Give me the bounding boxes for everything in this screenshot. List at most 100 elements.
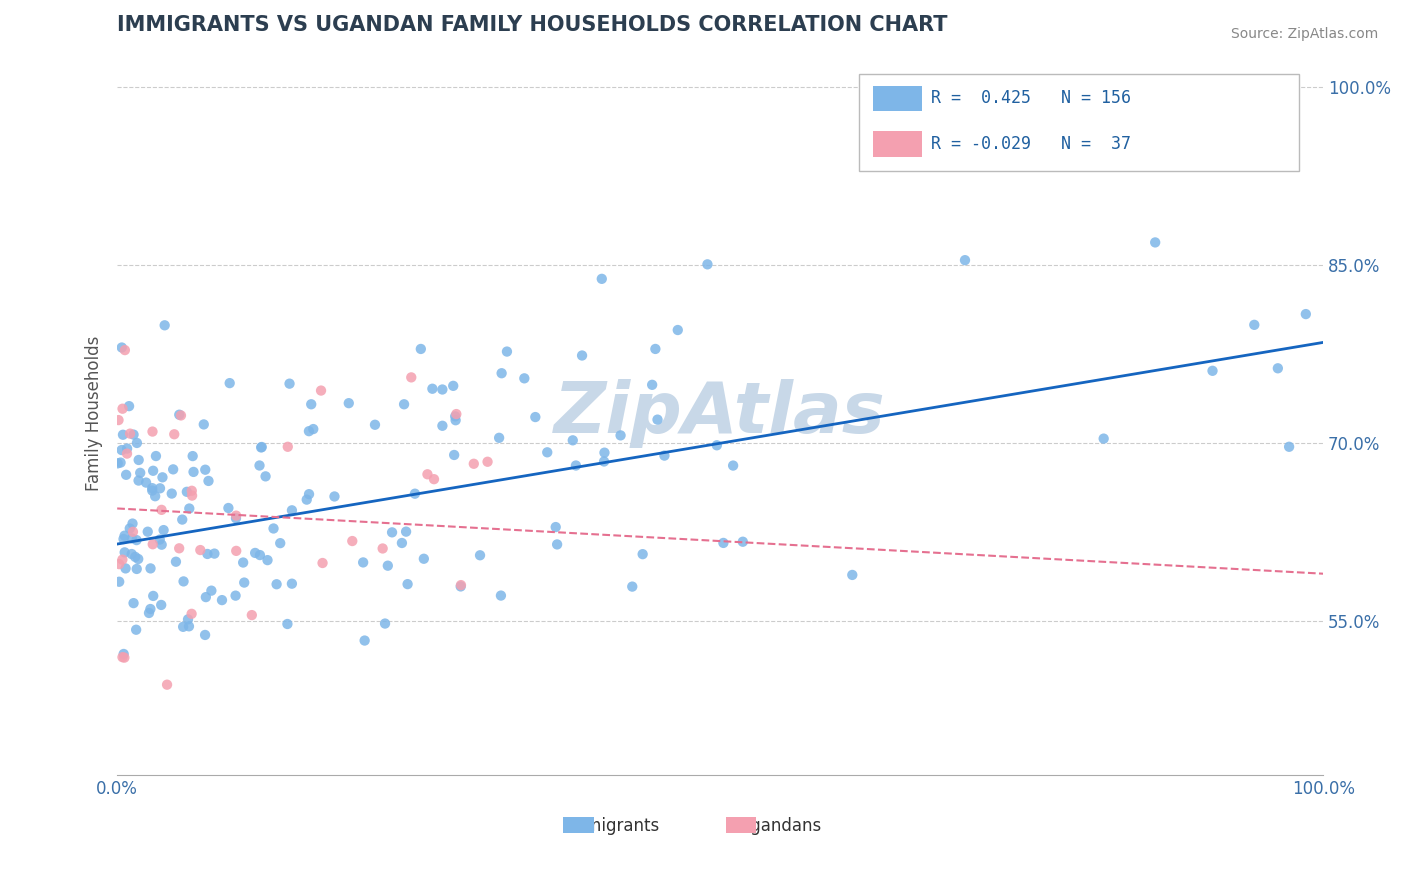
Point (169, 408, 191, 422)
Point (496, 344, 519, 359)
Point (125, 623, 148, 637)
Point (211, 593, 233, 607)
Point (111, 552, 134, 566)
Point (1295, 307, 1317, 321)
Point (243, 546, 266, 560)
Point (127, 552, 149, 566)
Point (142, 464, 165, 478)
Point (666, 323, 689, 337)
Point (156, 678, 179, 692)
Point (250, 441, 273, 455)
Point (149, 481, 172, 495)
Point (122, 524, 145, 539)
Point (135, 475, 157, 490)
Point (1144, 235, 1167, 250)
Point (181, 489, 204, 503)
Point (450, 579, 472, 593)
Point (269, 536, 291, 550)
Point (295, 492, 318, 507)
Point (392, 397, 415, 411)
Point (544, 520, 567, 534)
Point (444, 409, 467, 424)
Point (183, 465, 205, 479)
Point (249, 548, 271, 562)
Point (309, 384, 332, 398)
Point (381, 525, 404, 540)
Point (121, 547, 143, 561)
Point (163, 427, 186, 442)
Point (281, 503, 304, 517)
Point (298, 487, 321, 501)
Point (122, 427, 145, 442)
Point (1267, 361, 1289, 376)
Point (353, 633, 375, 648)
Point (706, 438, 728, 452)
Point (125, 533, 148, 547)
FancyBboxPatch shape (859, 73, 1299, 171)
Point (139, 561, 162, 575)
Point (145, 449, 167, 463)
Point (114, 529, 136, 543)
Point (524, 410, 547, 425)
Text: R = -0.029   N =  37: R = -0.029 N = 37 (931, 135, 1132, 153)
Point (180, 607, 202, 621)
Point (536, 445, 558, 459)
Text: R =  0.425   N = 156: R = 0.425 N = 156 (931, 89, 1132, 107)
Point (150, 598, 173, 612)
Bar (873, 86, 921, 112)
Point (225, 508, 247, 523)
Point (107, 413, 129, 427)
Point (111, 443, 134, 458)
Point (491, 366, 513, 380)
Point (232, 556, 254, 570)
Point (364, 417, 387, 432)
Point (477, 455, 499, 469)
Point (108, 574, 131, 589)
Point (128, 474, 150, 488)
Point (561, 434, 583, 448)
Point (149, 533, 172, 547)
Point (731, 534, 754, 549)
Point (200, 583, 222, 598)
Point (152, 523, 174, 537)
Point (112, 532, 135, 546)
Point (409, 342, 432, 356)
Point (218, 376, 240, 391)
Point (423, 472, 446, 486)
Point (696, 257, 718, 271)
Point (118, 521, 141, 535)
Point (162, 462, 184, 476)
Point (124, 549, 146, 564)
Point (136, 524, 159, 539)
Point (114, 561, 136, 575)
Point (647, 412, 669, 426)
Point (281, 576, 304, 591)
Point (323, 490, 346, 504)
Point (412, 551, 434, 566)
Point (374, 616, 396, 631)
Point (225, 511, 247, 525)
Point (177, 612, 200, 626)
Point (194, 628, 217, 642)
Point (571, 349, 593, 363)
Point (129, 466, 152, 480)
Point (240, 608, 263, 623)
Point (565, 458, 588, 473)
Point (108, 557, 131, 571)
Point (441, 379, 464, 393)
Point (631, 547, 654, 561)
Point (422, 382, 444, 396)
Point (302, 422, 325, 436)
Point (125, 562, 148, 576)
Point (141, 483, 163, 498)
Point (446, 407, 468, 421)
Point (172, 512, 194, 526)
Point (202, 547, 225, 561)
Point (443, 448, 465, 462)
Point (391, 536, 413, 550)
Point (432, 418, 454, 433)
Text: Immigrants: Immigrants (564, 817, 659, 835)
Point (173, 574, 195, 589)
Point (468, 549, 491, 563)
Point (546, 537, 568, 551)
